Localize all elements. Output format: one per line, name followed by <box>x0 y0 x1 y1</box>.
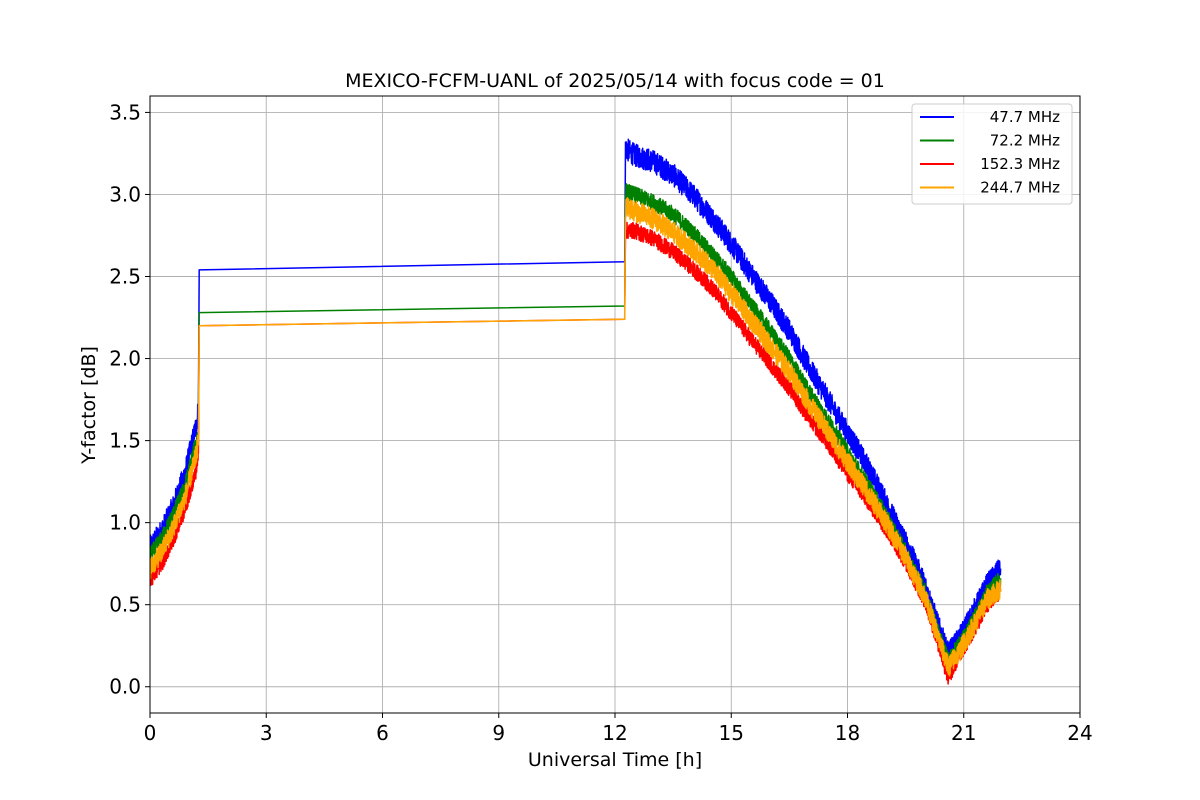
x-tick-label: 0 <box>144 721 157 745</box>
y-tick-label: 2.5 <box>109 265 141 289</box>
series-layer <box>150 138 1002 685</box>
legend: 47.7 MHz 72.2 MHz 152.3 MHz 244.7 MHz <box>911 103 1073 205</box>
y-tick-label: 1.0 <box>109 511 141 535</box>
y-tick-label: 1.5 <box>109 429 141 453</box>
x-tick-label: 21 <box>951 721 976 745</box>
y-tick-label: 3.0 <box>109 182 141 206</box>
axis-ticks: 0 3 6 9 12 15 18 21 24 0.0 0.5 1.0 1.5 2.0 2.5 3.0 3.5 <box>109 100 1093 745</box>
x-tick-label: 3 <box>260 721 273 745</box>
y-tick-label: 2.0 <box>109 347 141 371</box>
legend-label: 72.2 MHz <box>990 132 1060 150</box>
x-tick-label: 15 <box>719 721 744 745</box>
y-tick-label: 3.5 <box>109 100 141 124</box>
y-tick-label: 0.5 <box>109 593 141 617</box>
series-line <box>150 197 1002 677</box>
chart-title: MEXICO-FCFM-UANL of 2025/05/14 with focu… <box>345 70 885 92</box>
x-tick-label: 24 <box>1067 721 1092 745</box>
x-tick-label: 18 <box>835 721 860 745</box>
x-tick-label: 6 <box>376 721 389 745</box>
legend-label: 244.7 MHz <box>980 179 1060 197</box>
legend-label: 47.7 MHz <box>990 108 1060 126</box>
legend-label: 152.3 MHz <box>980 155 1060 173</box>
x-tick-label: 12 <box>602 721 627 745</box>
y-tick-label: 0.0 <box>109 675 141 699</box>
x-axis-label: Universal Time [h] <box>528 749 702 771</box>
x-tick-label: 9 <box>492 721 505 745</box>
y-axis-label: Y-factor [dB] <box>78 346 100 465</box>
legend-box <box>911 103 1073 205</box>
